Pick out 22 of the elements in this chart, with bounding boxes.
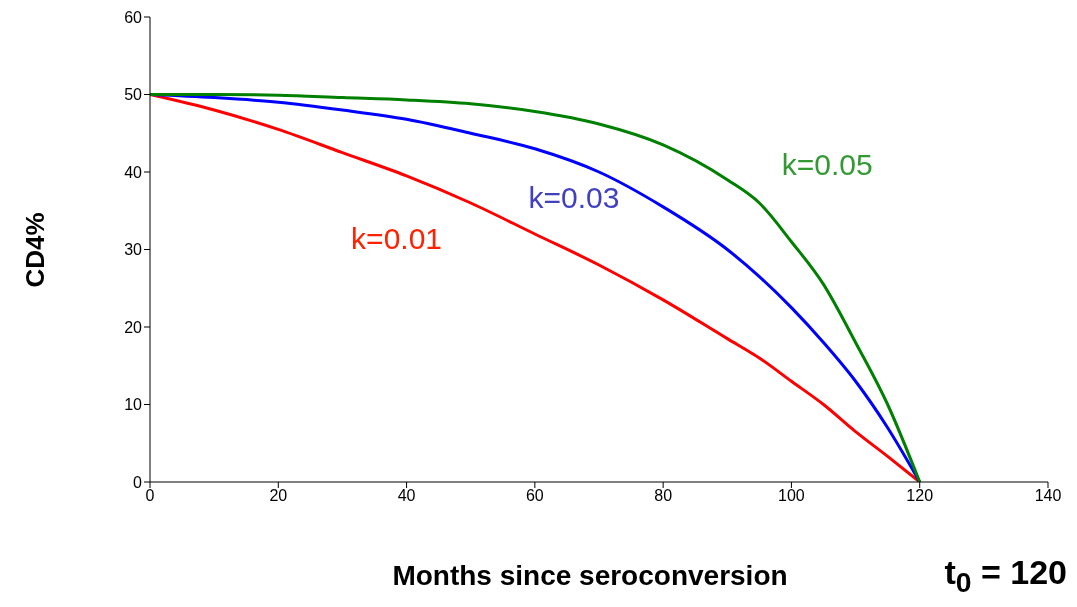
y-tick-label: 50 (124, 86, 143, 104)
series-label: k=0.05 (781, 147, 873, 181)
x-tick-label: 0 (145, 487, 155, 505)
y-axis-title: CD4% (19, 212, 51, 288)
x-tick-label: 100 (778, 487, 805, 505)
y-tick-label: 60 (124, 8, 143, 26)
series-label: k=0.03 (528, 180, 620, 214)
x-tick-label: 60 (525, 487, 544, 505)
x-tick-label: 40 (397, 487, 416, 505)
y-tick-label: 0 (133, 473, 143, 491)
y-tick-label: 30 (124, 241, 143, 259)
y-tick-label: 40 (124, 163, 143, 181)
series-label: k=0.01 (351, 221, 443, 255)
x-tick-label: 120 (906, 487, 934, 505)
x-axis-title: Months since seroconversion (391, 560, 789, 592)
text: t$_{0}$ = 120 (944, 553, 1067, 599)
y-tick-label: 20 (124, 318, 143, 336)
line-series (150, 93, 922, 482)
x-tick-label: 80 (654, 487, 673, 505)
x-tick-label: 140 (1034, 487, 1062, 505)
x-tick-label: 20 (269, 487, 288, 505)
y-tick-label: 10 (124, 396, 143, 414)
